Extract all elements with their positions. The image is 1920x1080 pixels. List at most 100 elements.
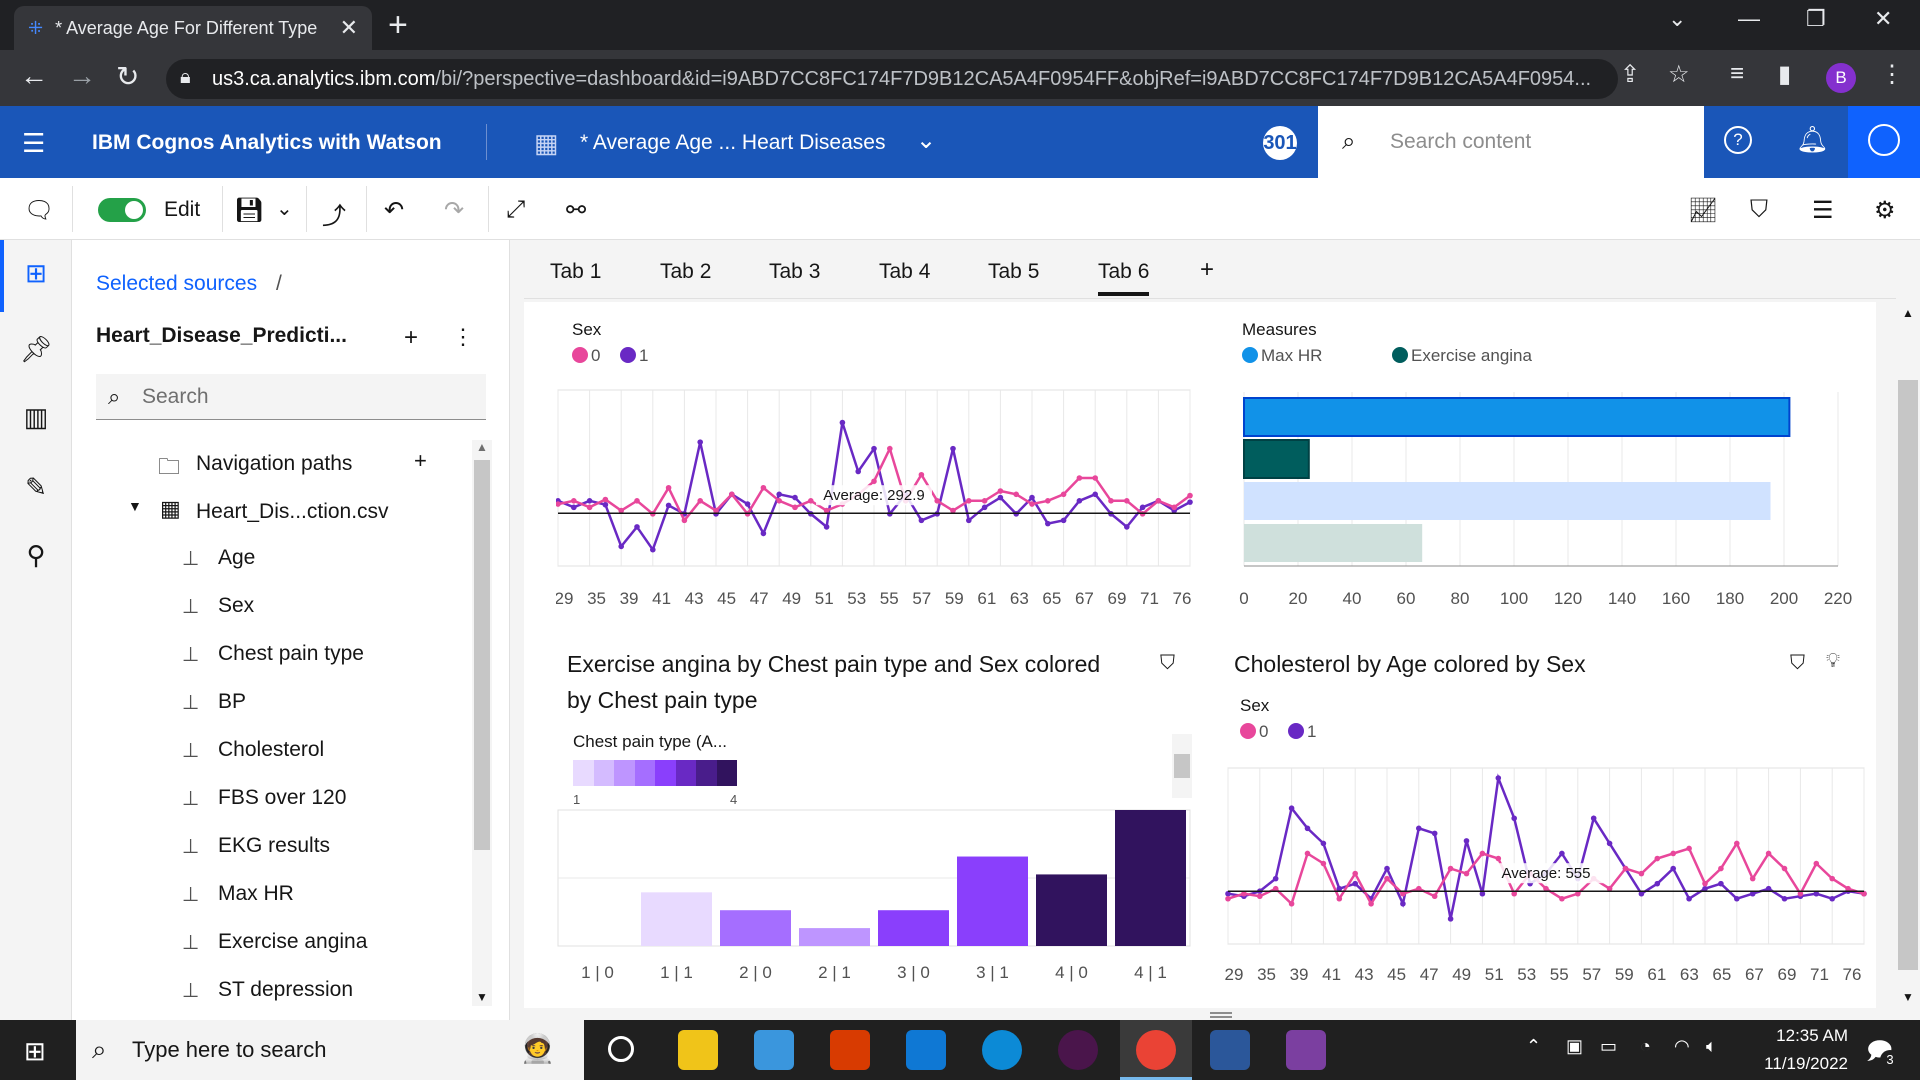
line1-legend-item-0[interactable]: 0 xyxy=(572,346,600,366)
panel-scroll-thumb[interactable] xyxy=(474,460,490,850)
field-item[interactable]: BP xyxy=(218,690,247,713)
fullscreen-icon[interactable]: ⤢ xyxy=(506,196,526,223)
volume-icon[interactable]: 🔈︎ xyxy=(1706,1036,1717,1056)
bar1-chart[interactable]: 0 20 40 60 80 100 120 140 160 180 200 220 xyxy=(1230,388,1870,618)
field-item[interactable]: Chest pain type xyxy=(218,642,364,665)
reading-list-icon[interactable]: ≡ xyxy=(1730,60,1745,87)
redo-icon[interactable]: ↷ xyxy=(444,197,465,224)
dashboard-tab[interactable]: Tab 5 xyxy=(988,260,1040,283)
canvas-scroll-up-icon[interactable]: ▲ xyxy=(1902,306,1914,320)
profile-avatar[interactable]: B xyxy=(1826,63,1856,93)
wifi-icon[interactable]: ◠ xyxy=(1674,1036,1690,1056)
line2-insight-bulb-icon[interactable]: 💡︎ xyxy=(1826,650,1840,672)
bar1-legend-item-maxhr[interactable]: Max HR xyxy=(1242,346,1322,366)
close-tab-icon[interactable]: ✕ xyxy=(339,15,358,40)
clock-time[interactable]: 12:35 AM xyxy=(1776,1026,1848,1045)
field-item[interactable]: Sex xyxy=(218,594,255,617)
assistant-icon[interactable]: ⚲ xyxy=(26,540,46,570)
office-icon[interactable] xyxy=(830,1030,870,1070)
bookmark-star-icon[interactable]: ☆ xyxy=(1668,61,1690,88)
field-item[interactable]: Age xyxy=(218,546,256,569)
pin-icon[interactable]: 📌︎ xyxy=(19,334,53,364)
bar1-legend-item-angina[interactable]: Exercise angina xyxy=(1392,346,1532,366)
battery-icon[interactable]: ▭ xyxy=(1600,1036,1618,1056)
undo-icon[interactable]: ↶ xyxy=(384,197,405,224)
winrar-icon[interactable] xyxy=(1286,1030,1326,1070)
task-view-icon[interactable] xyxy=(608,1036,634,1062)
back-icon[interactable]: ← xyxy=(20,60,48,91)
share-icon[interactable]: ⤴ xyxy=(322,203,346,230)
hamburger-menu-icon[interactable]: ☰ xyxy=(22,128,46,158)
network-icon[interactable]: ◔ xyxy=(1640,1036,1651,1056)
data-layers-icon[interactable]: ☰ xyxy=(1812,197,1834,224)
line2-filter-icon[interactable]: ⛉ xyxy=(1790,652,1805,674)
comment-icon[interactable]: 🗨︎ xyxy=(24,197,55,224)
save-menu-chevron-icon[interactable]: ⌄ xyxy=(276,198,293,220)
field-item[interactable]: FBS over 120 xyxy=(218,786,347,809)
collapse-caret-icon[interactable]: ▼ xyxy=(128,498,142,514)
navigation-paths-item[interactable]: Navigation paths xyxy=(196,452,353,475)
field-item[interactable]: Cholesterol xyxy=(218,738,325,761)
reload-icon[interactable]: ↻ xyxy=(116,61,140,92)
csv-file-item[interactable]: Heart_Dis...ction.csv xyxy=(196,500,389,523)
selected-sources-link[interactable]: Selected sources xyxy=(96,272,258,295)
forward-icon[interactable]: → xyxy=(68,60,96,91)
notifications-bell-icon[interactable]: 🔔︎ xyxy=(1796,124,1830,154)
browser-menu-icon[interactable]: ⋮ xyxy=(1880,61,1904,88)
taskbar-search-input[interactable]: Type here to search xyxy=(76,1020,584,1080)
edge-browser-icon[interactable] xyxy=(982,1030,1022,1070)
canvas-scroll-down-icon[interactable]: ▼ xyxy=(1902,990,1914,1004)
clock-date[interactable]: 11/19/2022 xyxy=(1764,1054,1848,1073)
slack-icon[interactable] xyxy=(1058,1030,1098,1070)
search-content-input[interactable]: Search content xyxy=(1318,106,1704,178)
field-item[interactable]: Max HR xyxy=(218,882,294,905)
dashboard-tab[interactable]: Tab 4 xyxy=(879,260,931,283)
save-icon[interactable]: 💾︎ xyxy=(234,197,265,224)
insights-chart-icon[interactable]: 📈︎ xyxy=(1688,197,1719,224)
field-item[interactable]: Exercise angina xyxy=(218,930,368,953)
browser-tab[interactable]: ⁜ * Average Age For Different Type ✕ xyxy=(14,6,372,50)
bar2-chart[interactable]: 1 | 0 1 | 1 2 | 0 2 | 1 3 | 0 3 | 1 4 | 0 4 | 1 xyxy=(556,806,1196,996)
overflow-menu-icon[interactable]: ⋮ xyxy=(452,324,474,349)
meet-now-icon[interactable]: ▣ xyxy=(1566,1036,1584,1056)
widgets-icon[interactable]: ✎ xyxy=(25,472,47,502)
share-icon[interactable]: ⇪ xyxy=(1620,61,1641,88)
dashboard-tab[interactable]: Tab 6 xyxy=(1098,260,1150,296)
canvas-resize-handle[interactable] xyxy=(1210,1012,1232,1018)
dashboard-tab[interactable]: Tab 2 xyxy=(660,260,712,283)
legend-scroll-thumb[interactable] xyxy=(1174,754,1190,778)
filter-icon[interactable]: ⛉ xyxy=(1750,196,1768,223)
canvas-scroll-thumb[interactable] xyxy=(1898,380,1918,970)
data-sources-icon[interactable]: ⊞ xyxy=(25,258,47,288)
windows-start-icon[interactable]: ⊞ xyxy=(24,1036,46,1066)
scroll-down-icon[interactable]: ▼ xyxy=(476,990,488,1004)
chevron-down-icon[interactable]: ⌄ xyxy=(916,127,937,154)
word-icon[interactable] xyxy=(1210,1030,1250,1070)
address-bar[interactable]: us3.ca.analytics.ibm.com/bi/?perspective… xyxy=(166,59,1618,99)
edit-mode-toggle[interactable] xyxy=(98,198,146,222)
line1-legend-item-1[interactable]: 1 xyxy=(620,346,648,366)
field-item[interactable]: EKG results xyxy=(218,834,331,857)
close-window-button[interactable]: ✕ xyxy=(1874,6,1893,31)
file-explorer-icon[interactable] xyxy=(678,1030,718,1070)
lock-icon[interactable]: 🔒︎ xyxy=(180,66,191,88)
add-navigation-path-icon[interactable]: + xyxy=(414,448,427,473)
line2-chart[interactable]: Average: 555 29 35 39 41 43 45 47 49 51 53 55 57 59 61… xyxy=(1222,762,1872,996)
scroll-up-icon[interactable]: ▲ xyxy=(476,440,488,454)
new-tab-button[interactable]: + xyxy=(388,6,408,44)
relationship-icon[interactable]: ⚯ xyxy=(566,197,587,224)
minimize-button[interactable]: — xyxy=(1738,6,1760,31)
line2-legend-item-1[interactable]: 1 xyxy=(1288,722,1316,742)
line1-chart[interactable]: Average: 292.9 29 35 39 41 43 45 47 49 51 53 55 57 59… xyxy=(556,388,1196,618)
dashboard-tab[interactable]: Tab 1 xyxy=(550,260,602,283)
line2-legend-item-0[interactable]: 0 xyxy=(1240,722,1268,742)
visualizations-icon[interactable]: ▥ xyxy=(23,402,49,432)
dashboard-tab[interactable]: Tab 3 xyxy=(769,260,821,283)
source-search-input[interactable]: Search xyxy=(96,374,486,420)
properties-icon[interactable]: ⚙ xyxy=(1874,197,1896,224)
restore-button[interactable]: ❐ xyxy=(1806,6,1826,31)
add-tab-button[interactable]: + xyxy=(1200,256,1215,283)
help-icon[interactable]: ? xyxy=(1724,126,1752,154)
tab-search-icon[interactable]: ⌄ xyxy=(1668,6,1687,31)
notification-count-badge[interactable]: 301 xyxy=(1263,126,1297,160)
